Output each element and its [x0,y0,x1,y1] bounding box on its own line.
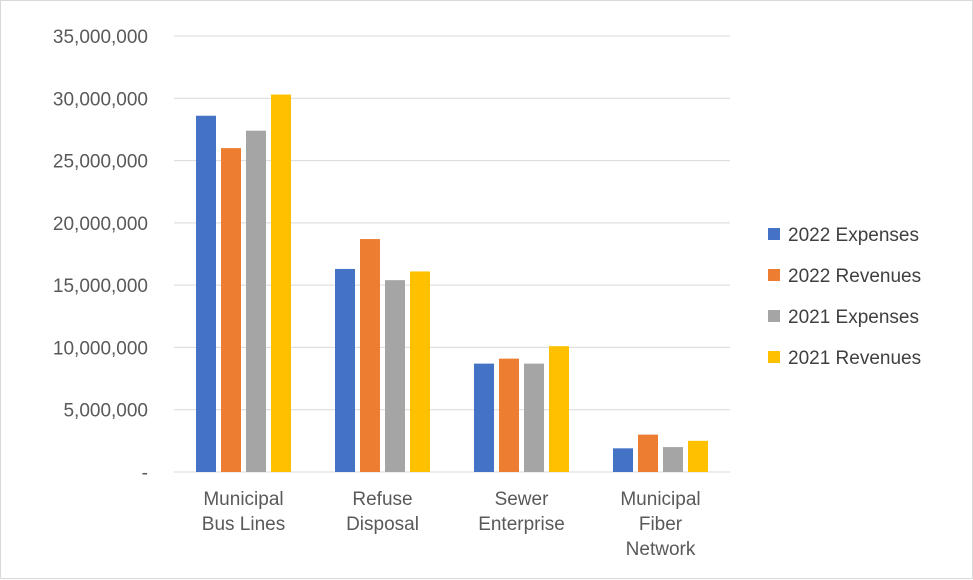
bar [663,447,683,472]
bar [499,358,519,472]
x-tick-label: Municipal Bus Lines [202,489,285,535]
bar [688,440,708,472]
legend-entry: 2021 Revenues [768,348,921,369]
y-tick-label: 20,000,000 [53,214,148,235]
bars [196,94,708,473]
legend-entry: 2022 Revenues [768,266,921,287]
bar [474,363,494,472]
y-tick-label: 10,000,000 [53,338,148,359]
y-tick-label: 5,000,000 [63,401,148,422]
legend-swatch [768,351,780,363]
x-axis: Municipal Bus Lines Refuse Disposal Sewer Ent… [202,489,701,560]
legend-entry: 2021 Expenses [768,307,919,328]
y-tick-label: 25,000,000 [53,152,148,173]
y-axis: - 5,000,000 10,000,000 15,000,000 20,000,000… [53,27,148,484]
bar [410,271,430,472]
x-tick-label: Municipal Fiber Network [620,489,700,560]
bar [638,434,658,472]
y-tick-label: 15,000,000 [53,276,148,297]
legend-swatch [768,310,780,322]
bar [613,448,633,472]
legend-swatch [768,228,780,240]
y-tick-label: - [142,463,148,484]
bar [221,148,241,472]
x-tick-label: Refuse Disposal [346,489,419,535]
bar [524,363,544,472]
y-tick-label: 35,000,000 [53,27,148,48]
x-tick-label: Sewer Enterprise [478,489,565,535]
legend-label: 2022 Expenses [788,225,919,246]
legend: 2022 Expenses 2022 Revenues 2021 Expenses 2… [768,225,921,369]
bar [271,94,291,472]
y-tick-label: 30,000,000 [53,89,148,110]
bar [335,268,355,472]
legend-label: 2021 Expenses [788,307,919,328]
legend-label: 2022 Revenues [788,266,921,287]
gridlines [174,35,730,473]
legend-swatch [768,269,780,281]
bar [246,130,266,472]
legend-entry: 2022 Expenses [768,225,919,246]
bar [360,239,380,472]
bar [549,346,569,472]
legend-label: 2021 Revenues [788,348,921,369]
bar [196,115,216,473]
bar [385,280,405,472]
